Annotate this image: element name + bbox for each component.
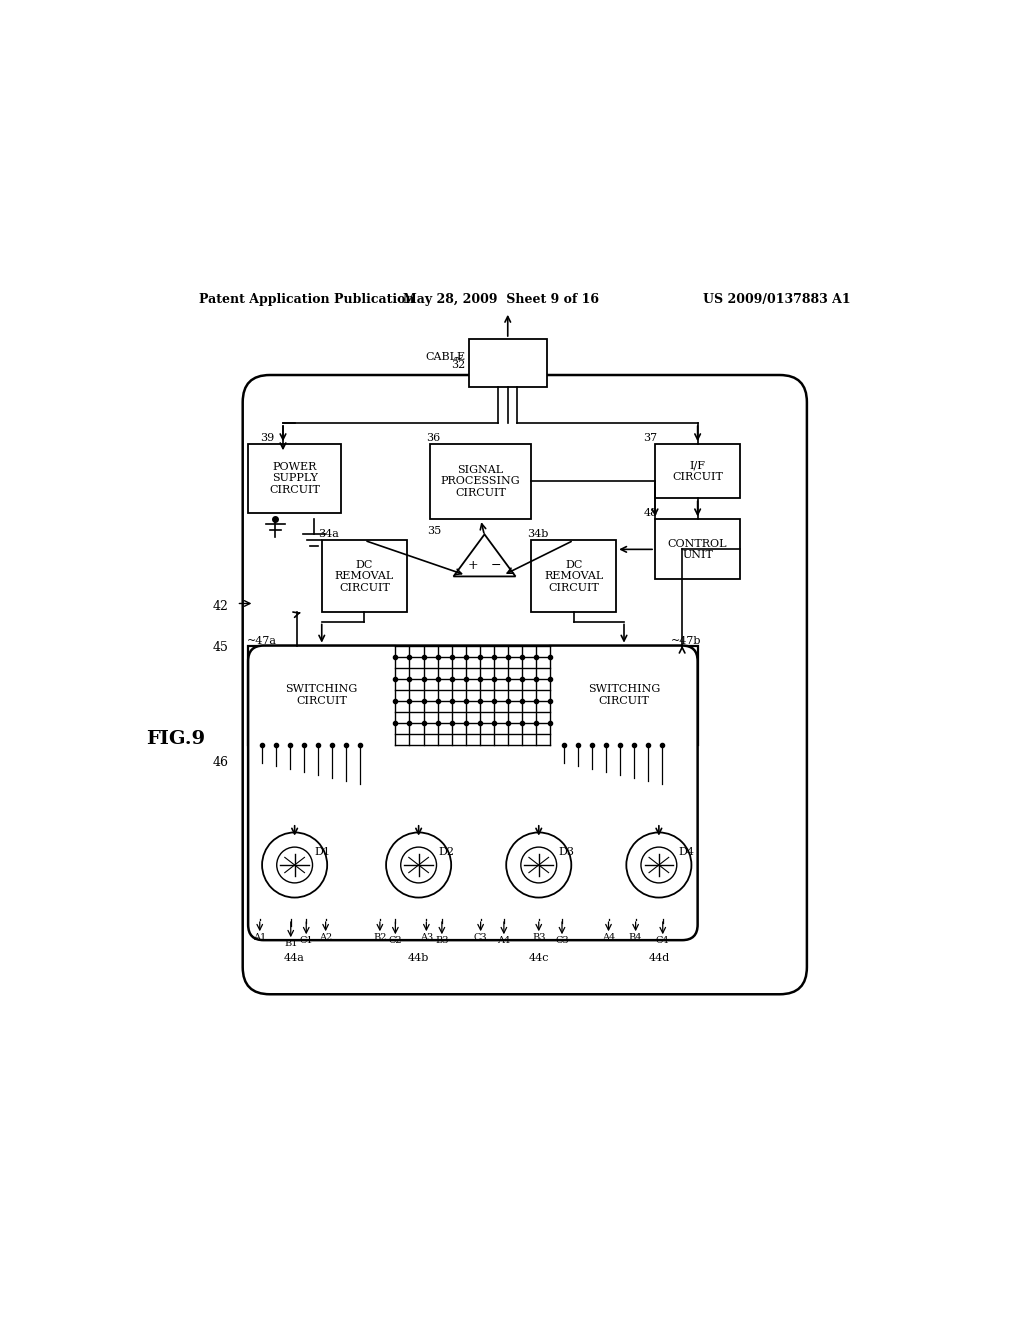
Text: +: +	[468, 560, 478, 573]
Text: B1: B1	[284, 939, 298, 948]
Text: ~47a: ~47a	[247, 636, 276, 647]
FancyBboxPatch shape	[248, 645, 697, 940]
Text: 44b: 44b	[408, 953, 429, 964]
Bar	[248, 444, 341, 513]
Text: C3: C3	[555, 936, 568, 945]
Text: 46: 46	[213, 756, 228, 770]
Text: D4: D4	[679, 847, 694, 858]
Text: D3: D3	[558, 847, 574, 858]
Bar	[248, 645, 395, 744]
Text: DC
REMOVAL
CIRCUIT: DC REMOVAL CIRCUIT	[544, 560, 603, 593]
Text: 36: 36	[426, 433, 440, 444]
Text: B2: B2	[373, 933, 387, 941]
Text: 45: 45	[213, 642, 228, 653]
Text: CONTROL
UNIT: CONTROL UNIT	[668, 539, 727, 560]
Text: D2: D2	[438, 847, 455, 858]
Text: C1: C1	[299, 936, 313, 945]
Text: SIGNAL
PROCESSING
CIRCUIT: SIGNAL PROCESSING CIRCUIT	[440, 465, 520, 498]
Text: 39: 39	[260, 433, 274, 444]
Text: SWITCHING
CIRCUIT: SWITCHING CIRCUIT	[588, 684, 660, 706]
Bar	[469, 339, 547, 387]
Text: 48: 48	[643, 508, 657, 519]
Text: 34a: 34a	[317, 529, 339, 540]
Bar	[430, 444, 531, 519]
Bar	[655, 519, 740, 579]
Text: US 2009/0137883 A1: US 2009/0137883 A1	[702, 293, 850, 306]
Bar	[655, 444, 740, 498]
Text: C4: C4	[656, 936, 670, 945]
Text: 34b: 34b	[527, 529, 549, 540]
Text: SWITCHING
CIRCUIT: SWITCHING CIRCUIT	[286, 684, 357, 706]
Text: ~47b: ~47b	[671, 636, 701, 647]
Bar	[531, 540, 616, 612]
Bar	[550, 645, 697, 744]
Text: A3: A3	[420, 933, 433, 941]
Text: B3: B3	[532, 933, 546, 941]
Text: 44c: 44c	[528, 953, 549, 964]
Text: DC
REMOVAL
CIRCUIT: DC REMOVAL CIRCUIT	[335, 560, 394, 593]
Text: 37: 37	[643, 433, 657, 444]
Text: 44d: 44d	[648, 953, 670, 964]
Text: D1: D1	[314, 847, 330, 858]
Text: FIG.9: FIG.9	[146, 730, 205, 747]
Text: CABLE: CABLE	[425, 352, 465, 362]
Text: −: −	[490, 560, 501, 573]
Bar	[322, 540, 407, 612]
Text: 35: 35	[428, 527, 442, 536]
Text: B3: B3	[435, 936, 449, 945]
Text: B4: B4	[629, 933, 642, 941]
Text: 42: 42	[213, 601, 228, 612]
Text: I/F
CIRCUIT: I/F CIRCUIT	[672, 461, 723, 482]
Text: A1: A1	[253, 933, 266, 941]
Text: C2: C2	[388, 936, 402, 945]
Text: POWER
SUPPLY
CIRCUIT: POWER SUPPLY CIRCUIT	[269, 462, 321, 495]
Text: A4: A4	[498, 936, 511, 945]
Text: C3: C3	[474, 933, 487, 941]
FancyBboxPatch shape	[243, 375, 807, 994]
Text: A2: A2	[319, 933, 332, 941]
Text: 32: 32	[451, 360, 465, 371]
Text: ~: ~	[453, 352, 464, 364]
Text: Patent Application Publication: Patent Application Publication	[200, 293, 415, 306]
Text: 44a: 44a	[285, 953, 305, 964]
Text: May 28, 2009  Sheet 9 of 16: May 28, 2009 Sheet 9 of 16	[403, 293, 599, 306]
Text: A4: A4	[602, 933, 615, 941]
